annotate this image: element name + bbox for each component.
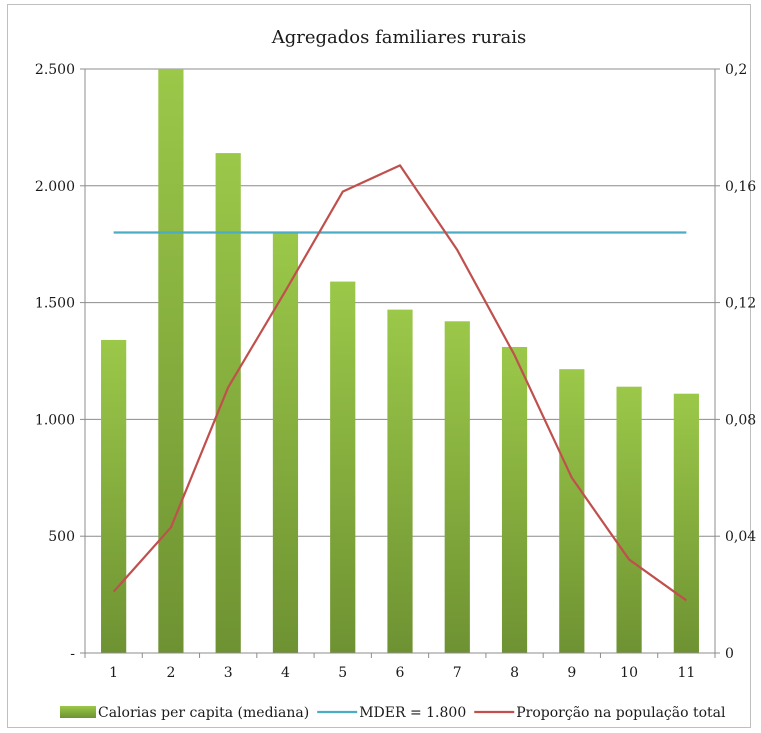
x-tick-label: 7 [453, 665, 462, 681]
bar [330, 281, 356, 653]
left-tick-label: 1.500 [35, 296, 75, 312]
x-tick-label: 3 [224, 665, 233, 681]
left-tick-label: 1.000 [35, 412, 75, 428]
bar [559, 369, 585, 653]
x-tick-label: 8 [510, 665, 519, 681]
right-tick-label: 0,04 [725, 529, 756, 545]
left-axis-ticks: - 500 1.000 1.500 2.000 2.500 [35, 62, 85, 662]
x-tick-label: 1 [109, 665, 118, 681]
legend-swatch [60, 706, 96, 718]
right-tick-label: 0,16 [725, 179, 756, 195]
x-tick-label: 4 [281, 665, 290, 681]
left-tick-label: 2.000 [35, 179, 75, 195]
x-tick-label: 11 [677, 665, 695, 681]
bar-series [101, 69, 699, 653]
bar [101, 339, 127, 653]
x-tick-label: 2 [166, 665, 175, 681]
legend: Calorias per capita (mediana) MDER = 1.80… [60, 705, 726, 721]
right-tick-label: 0,12 [725, 296, 756, 312]
legend-label: Proporção na população total [516, 705, 726, 721]
bar [158, 69, 184, 653]
bar [444, 321, 470, 653]
bar [387, 309, 413, 653]
x-tick-label: 9 [567, 665, 576, 681]
legend-label: MDER = 1.800 [359, 705, 466, 721]
axes [84, 69, 716, 654]
bar [215, 153, 241, 653]
series-line [112, 164, 688, 602]
right-tick-label: 0,08 [725, 412, 756, 428]
right-tick-label: 0 [725, 646, 734, 662]
right-tick-label: 0,2 [725, 62, 747, 78]
line-series [112, 164, 688, 602]
bar [673, 393, 699, 653]
bar [501, 346, 528, 653]
x-tick-label: 6 [396, 665, 405, 681]
legend-label: Calorias per capita (mediana) [98, 705, 309, 721]
bar [272, 232, 299, 653]
x-tick-label: 5 [338, 665, 347, 681]
left-tick-label: 500 [48, 529, 75, 545]
x-tick-label: 10 [620, 665, 638, 681]
left-tick-label: - [70, 646, 75, 662]
bar [616, 386, 642, 653]
x-axis-ticks: 1 2 3 4 5 6 7 8 9 10 11 [84, 653, 716, 681]
left-tick-label: 2.500 [35, 62, 75, 78]
right-axis-ticks: 0 0,04 0,08 0,12 0,16 0,2 [715, 62, 756, 662]
chart-title: Agregados familiares rurais [271, 27, 527, 48]
